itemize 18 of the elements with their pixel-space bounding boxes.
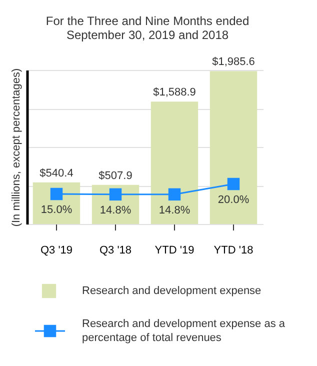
data-label: $507.9: [98, 170, 132, 182]
data-label: 20.0%: [218, 194, 250, 206]
x-tick-label: Q3 '19: [40, 244, 73, 256]
x-tick-label: YTD '18: [214, 244, 254, 256]
legend-label: Research and development expense: [82, 285, 262, 297]
bar: [210, 71, 258, 224]
data-label: 15.0%: [40, 204, 72, 216]
x-tick-label: YTD '19: [154, 244, 194, 256]
data-label: $540.4: [40, 167, 74, 180]
data-label: 14.8%: [100, 204, 132, 216]
x-tick-label: Q3 '18: [99, 244, 132, 256]
data-label: $1,985.6: [212, 56, 255, 68]
data-label: $1,588.9: [153, 86, 196, 99]
chart-title: For the Three and Nine Months ended September 30, 2019 and 2018: [46, 14, 250, 42]
bar: [150, 102, 198, 224]
data-label: 14.8%: [158, 204, 190, 216]
legend-label: Research and development expense as a percentage of total revenues: [82, 318, 286, 344]
y-axis-title: (In millions, except percentages): [10, 68, 22, 227]
